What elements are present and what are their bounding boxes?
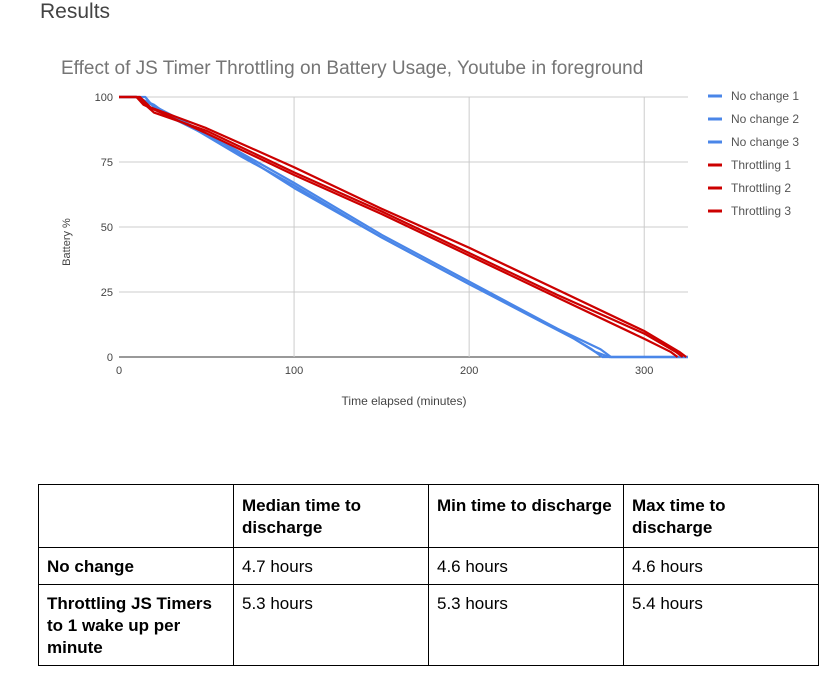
y-tick-label: 75 [101,157,113,169]
table-cell: 5.3 hours [428,584,624,666]
x-tick-label: 0 [116,365,122,377]
table-cell: 5.3 hours [233,584,429,666]
legend-label: Throttling 3 [731,204,791,218]
x-tick-label: 300 [635,365,653,377]
table-cell: 4.7 hours [233,547,429,585]
table-header-cell [38,484,234,548]
x-axis-label: Time elapsed (minutes) [342,394,467,408]
results-table: Median time to discharge Min time to dis… [38,484,819,666]
table-row-label: No change [38,547,234,585]
battery-line-chart: Effect of JS Timer Throttling on Battery… [61,58,799,408]
legend-label: No change 2 [731,112,799,126]
x-tick-label: 200 [460,365,478,377]
y-tick-label: 25 [101,287,113,299]
y-tick-label: 0 [107,352,113,364]
table-header-cell: Median time to discharge [233,484,429,548]
table-row: Throttling JS Timers to 1 wake up per mi… [38,584,819,666]
chart-ticks: 0 25 50 75 100 0 100 200 300 [95,92,654,377]
table-row-label: Throttling JS Timers to 1 wake up per mi… [38,584,234,666]
table-row: No change 4.7 hours 4.6 hours 4.6 hours [38,547,819,585]
y-axis-label: Battery % [61,218,73,266]
chart-title: Effect of JS Timer Throttling on Battery… [61,58,643,79]
series-line [119,95,687,358]
legend-label: No change 3 [731,135,799,149]
table-header-cell: Min time to discharge [428,484,624,548]
table-cell: 4.6 hours [623,547,819,585]
chart-legend: No change 1 No change 2 No change 3 Throttl… [708,89,799,218]
legend-label: No change 1 [731,89,799,103]
page-heading: Results [40,0,111,23]
chart-grid [119,96,688,358]
table-cell: 5.4 hours [623,584,819,666]
table-cell: 4.6 hours [428,547,624,585]
y-tick-label: 50 [101,222,113,234]
table-header-row: Median time to discharge Min time to dis… [38,484,819,548]
chart-lines [119,95,688,359]
legend-label: Throttling 2 [731,181,791,195]
legend-label: Throttling 1 [731,158,791,172]
series-line [119,95,679,358]
table-header-cell: Max time to discharge [623,484,819,548]
x-tick-label: 100 [285,365,303,377]
y-tick-label: 100 [95,92,113,104]
